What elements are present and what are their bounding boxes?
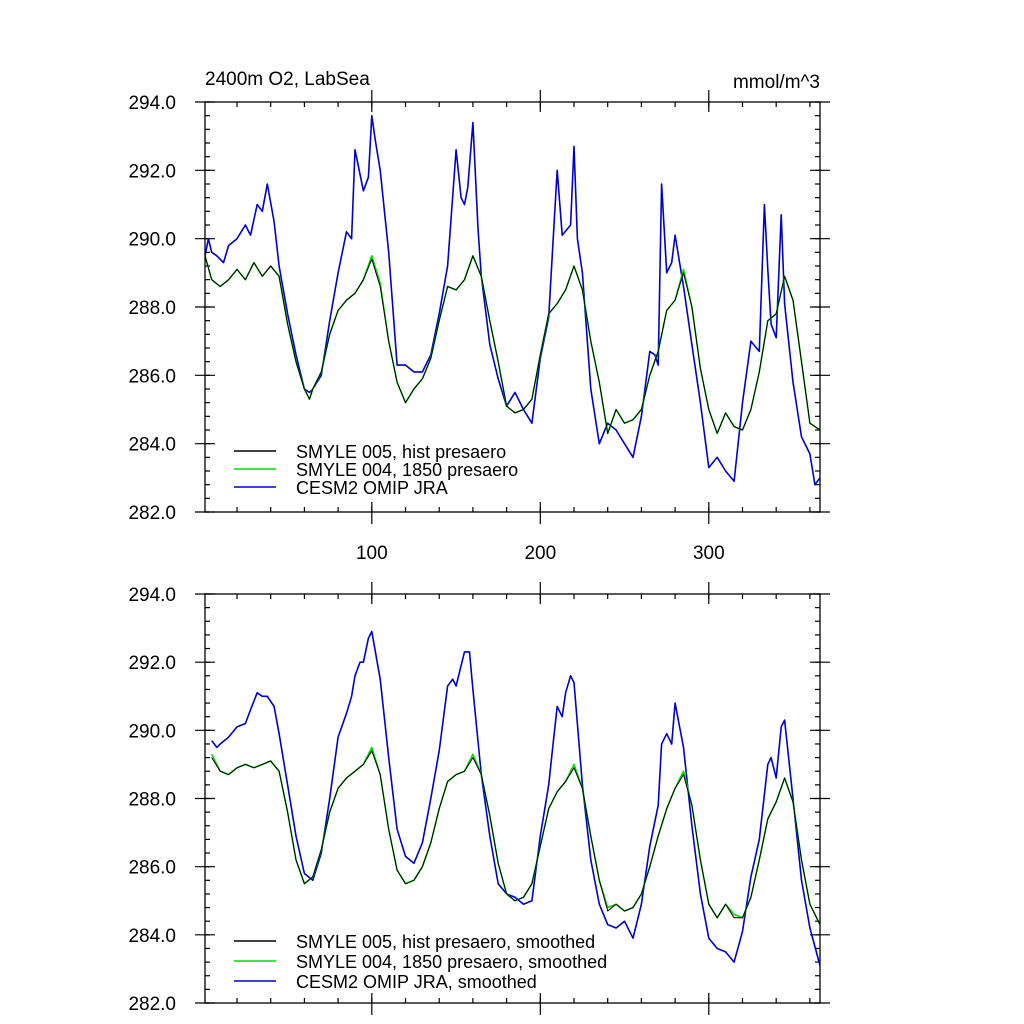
legend-label: SMYLE 005, hist presaero [296,442,506,462]
legend-label: CESM2 OMIP JRA [296,478,448,498]
plot-frame [204,593,821,1004]
y-tick-label: 294.0 [128,93,176,114]
y-tick-label: 292.0 [128,653,176,674]
y-tick-label: 282.0 [128,994,176,1015]
bottom-panel: 282.0 284.0 286.0 288.0 290.0 292.0 294.0 SMYLE… [128,582,830,1015]
legend-label: CESM2 OMIP JRA, smoothed [296,972,537,992]
series-line-2 [205,114,820,486]
y-tick-label: 288.0 [128,298,176,319]
y-tick-label: 284.0 [128,926,176,947]
x-tick-label: 200 [524,543,556,564]
legend-label: SMYLE 005, hist presaero, smoothed [296,932,595,952]
series-line-2 [211,630,820,966]
y-tick-label: 286.0 [128,858,176,879]
series-line-0 [211,750,820,925]
top-panel: 282.0 284.0 286.0 288.0 290.0 292.0 294.0 100 20… [128,69,830,564]
legend-label: SMYLE 004, 1850 presaero [296,460,518,480]
y-tick-label: 284.0 [128,435,176,456]
series-line-1 [205,255,820,435]
y-tick-label: 290.0 [128,721,176,742]
x-tick-label: 300 [693,543,725,564]
y-tick-label: 294.0 [128,585,176,606]
series-line-0 [205,255,820,434]
y-tick-label: 282.0 [128,503,176,524]
chart-title: 2400m O2, LabSea [205,69,370,90]
y-tick-label: 290.0 [128,230,176,251]
y-tick-label: 292.0 [128,161,176,182]
plot-frame [204,101,821,513]
y-tick-label: 286.0 [128,366,176,387]
units-label: mmol/m^3 [733,72,820,93]
legend-label: SMYLE 004, 1850 presaero, smoothed [296,952,607,972]
x-tick-label: 100 [356,543,388,564]
y-tick-label: 288.0 [128,790,176,811]
